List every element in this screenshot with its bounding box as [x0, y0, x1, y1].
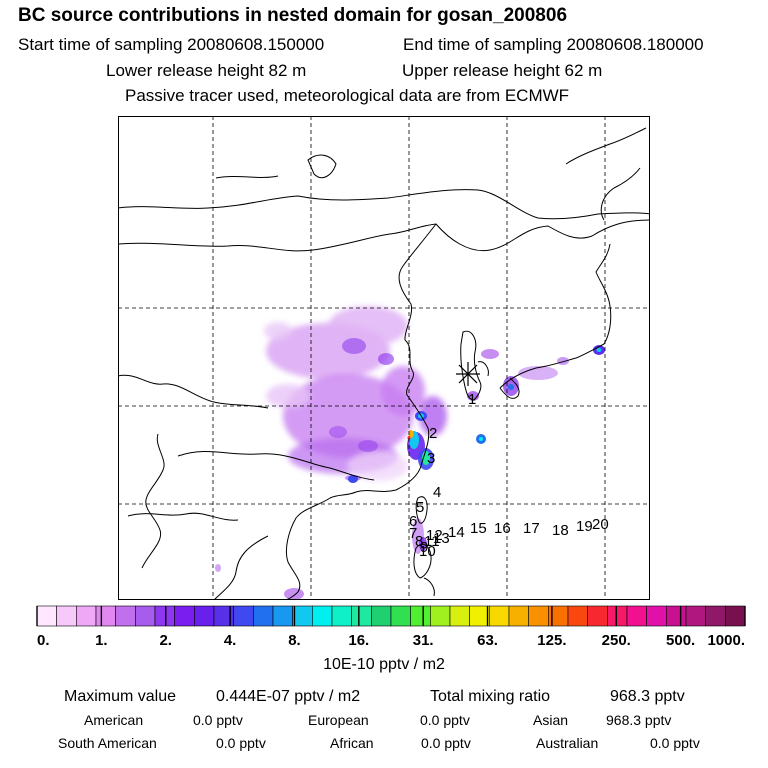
coastlines	[118, 127, 650, 600]
colorbar-cell	[430, 605, 451, 627]
concentration-field	[215, 306, 605, 600]
colorbar-unit: 10E-10 pptv / m2	[323, 656, 445, 673]
american-value: 0.0 pptv	[193, 712, 243, 728]
trajectory-label: 6	[409, 513, 417, 530]
colorbar-cell	[135, 605, 156, 627]
colorbar-cell	[725, 605, 746, 627]
colorbar-cell	[36, 605, 57, 627]
colorbar-cell	[272, 605, 293, 627]
trajectory-label: 12	[426, 527, 443, 544]
african-label: African	[330, 735, 374, 751]
colorbar-tick-label: 500.	[666, 632, 695, 649]
trajectory-label: 14	[448, 524, 465, 541]
upper-release-height: Upper release height 62 m	[402, 61, 603, 80]
colorbar-cell	[705, 605, 726, 627]
trajectory-label: 11	[424, 533, 440, 550]
total-mixing-value: 968.3 pptv	[610, 688, 685, 705]
tracer-info: Passive tracer used, meteorological data…	[125, 86, 570, 105]
map-panel: 1 2 3 4 5 6 7 8 9 10 11 12 13 14 15 16 1…	[118, 116, 650, 600]
colorbar-cell	[351, 605, 372, 627]
colorbar-cell	[371, 605, 392, 627]
colorbar-cell	[312, 605, 333, 627]
colorbar-tick-label: 2.	[159, 632, 172, 649]
colorbar-cell	[410, 605, 431, 627]
trajectory-label: 20	[592, 516, 609, 533]
colorbar-cell	[56, 605, 77, 627]
african-value: 0.0 pptv	[421, 735, 471, 751]
trajectory-label: 1	[468, 391, 476, 408]
colorbar: 0. 1. 2. 4. 8. 16. 31. 63. 125. 250. 500. 1000.	[36, 605, 746, 649]
trajectory-label: 2	[429, 425, 437, 442]
trajectory-label: 3	[427, 450, 435, 467]
colorbar-cell	[253, 605, 274, 627]
trajectory-label: 15	[470, 520, 487, 537]
lat-lon-grid	[118, 116, 650, 600]
colorbar-cell	[646, 605, 667, 627]
european-value: 0.0 pptv	[420, 712, 470, 728]
colorbar-cell	[626, 605, 647, 627]
colorbar-cell	[449, 605, 470, 627]
colorbar-cell	[174, 605, 195, 627]
colorbar-tick-label: 8.	[288, 632, 301, 649]
colorbar-tick-label: 1000.	[707, 632, 745, 649]
colorbar-cell	[469, 605, 490, 627]
sampling-end-time: End time of sampling 20080608.180000	[403, 35, 704, 54]
trajectory-label: 18	[552, 522, 569, 539]
trajectory-label: 19	[576, 518, 593, 535]
trajectory-label: 16	[494, 520, 511, 537]
colorbar-cell	[331, 605, 352, 627]
colorbar-cell	[666, 605, 687, 627]
south-american-value: 0.0 pptv	[216, 735, 266, 751]
colorbar-tick-label: 0.	[37, 632, 50, 649]
colorbar-tick-label: 250.	[602, 632, 631, 649]
colorbar-tick-label: 63.	[477, 632, 498, 649]
trajectory-label: 7	[409, 525, 417, 542]
colorbar-tick-label: 31.	[413, 632, 434, 649]
trajectory-label: 13	[433, 530, 450, 547]
colorbar-cell	[292, 605, 313, 627]
station-marker	[456, 362, 480, 386]
colorbar-cell	[567, 605, 588, 627]
trajectory-label: 8	[415, 533, 423, 550]
colorbar-tick-label: 1.	[95, 632, 108, 649]
colorbar-cell	[115, 605, 136, 627]
trajectory-labels: 1 2 3 4 5 6 7 8 9 10 11 12 13 14 15 16 1…	[409, 391, 609, 560]
european-label: European	[308, 712, 369, 728]
colorbar-cell	[390, 605, 411, 627]
trajectory-label: 10	[419, 543, 436, 560]
colorbar-cells	[36, 605, 746, 627]
colorbar-cell	[194, 605, 215, 627]
colorbar-tick-label: 16.	[348, 632, 369, 649]
asian-label: Asian	[533, 712, 569, 728]
colorbar-cell	[154, 605, 175, 627]
max-value-label: Maximum value	[64, 688, 177, 705]
colorbar-cell	[528, 605, 549, 627]
colorbar-cell	[508, 605, 529, 627]
colorbar-cell	[489, 605, 510, 627]
map-title: BC source contributions in nested domain…	[18, 5, 568, 26]
australian-value: 0.0 pptv	[650, 735, 700, 751]
trajectory-label: 17	[523, 520, 540, 537]
colorbar-cell	[685, 605, 706, 627]
asian-value: 968.3 pptv	[606, 712, 672, 728]
colorbar-tick-label: 125.	[537, 632, 566, 649]
sampling-start-time: Start time of sampling 20080608.150000	[18, 35, 325, 54]
south-american-label: South American	[58, 735, 157, 751]
total-mixing-label: Total mixing ratio	[430, 688, 551, 705]
lower-release-height: Lower release height 82 m	[106, 61, 307, 80]
colorbar-cell	[607, 605, 628, 627]
colorbar-cell	[95, 605, 116, 627]
colorbar-cell	[233, 605, 254, 627]
trajectory-label: 4	[433, 484, 441, 501]
american-label: American	[84, 712, 144, 728]
colorbar-ticks: 0. 1. 2. 4. 8. 16. 31. 63. 125. 250. 500. 1000.	[36, 606, 746, 649]
max-value: 0.444E-07 pptv / m2	[216, 688, 361, 705]
colorbar-tick-label: 4.	[224, 632, 237, 649]
map-frame	[118, 116, 650, 600]
australian-label: Australian	[536, 735, 599, 751]
trajectory-label: 5	[416, 499, 424, 516]
colorbar-cell	[587, 605, 608, 627]
colorbar-cell	[76, 605, 97, 627]
trajectory-label: 9	[420, 539, 428, 556]
